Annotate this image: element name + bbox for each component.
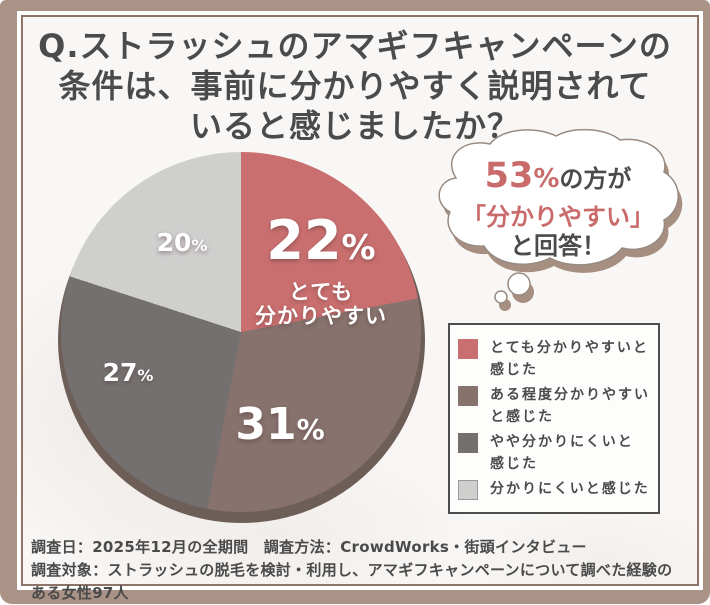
pie xyxy=(61,152,421,512)
legend-item-somewhat-unclear: やや分かりにくいと 感じた xyxy=(458,431,650,475)
survey-note-line1: 調査日：2025年12月の全期間 調査方法：CrowdWorks・街頭インタビュ… xyxy=(31,538,587,556)
highlight-percent: 53 xyxy=(484,156,534,196)
legend-item-unclear: 分かりにくいと感じた xyxy=(458,478,650,500)
legend-swatch xyxy=(458,339,478,359)
slice-label-very-clear: 22% とても 分かりやすい xyxy=(238,209,404,329)
thought-bubble xyxy=(438,128,683,311)
slice-label-unclear: 20% xyxy=(156,228,208,257)
bubble-line-3: と回答！ xyxy=(510,232,606,260)
legend-swatch xyxy=(458,480,478,500)
slice-value: 22% xyxy=(266,209,376,272)
legend-label: やや分かりにくいと 感じた xyxy=(490,434,634,472)
legend: とても分かりやすいと 感じた ある程度分かりやすい と感じた やや分かりにくいと… xyxy=(448,323,660,514)
slice-sublabel: とても 分かりやすい xyxy=(255,280,387,328)
slice-label-somewhat-unclear: 27% xyxy=(102,358,154,387)
legend-label: ある程度分かりやすい と感じた xyxy=(490,387,650,425)
slice-label-somewhat-clear: 31% xyxy=(235,399,325,450)
legend-item-very-clear: とても分かりやすいと 感じた xyxy=(458,337,650,381)
legend-swatch xyxy=(458,386,478,406)
thought-tail-large-circle xyxy=(507,272,531,296)
question-title: Q.ストラッシュのアマギフキャンペーンの 条件は、事前に分かりやすく説明されて … xyxy=(38,27,672,145)
percent-sign: % xyxy=(191,236,208,255)
bubble-line-1: 53%の方が xyxy=(484,156,632,196)
legend-swatch xyxy=(458,433,478,453)
bubble-line-2: 「分かりやすい」 xyxy=(462,203,654,231)
percent-sign: % xyxy=(533,164,560,194)
survey-notes: 調査日：2025年12月の全期間 調査方法：CrowdWorks・街頭インタビュ… xyxy=(31,536,684,605)
legend-label: 分かりにくいと感じた xyxy=(490,481,650,497)
legend-label: とても分かりやすいと 感じた xyxy=(490,340,649,378)
thought-tail-small-circle xyxy=(494,290,508,304)
legend-item-somewhat-clear: ある程度分かりやすい と感じた xyxy=(458,384,650,428)
survey-note-line2: 調査対象：ストラッシュの脱毛を検討・利用し、アマギフキャンペーンについて調べた経… xyxy=(31,561,673,602)
bubble-body xyxy=(438,128,679,304)
percent-sign: % xyxy=(137,366,154,385)
percent-sign: % xyxy=(341,228,376,268)
percent-sign: % xyxy=(296,413,325,446)
bubble-text: 53%の方が 「分かりやすい」 と回答！ xyxy=(436,156,680,261)
